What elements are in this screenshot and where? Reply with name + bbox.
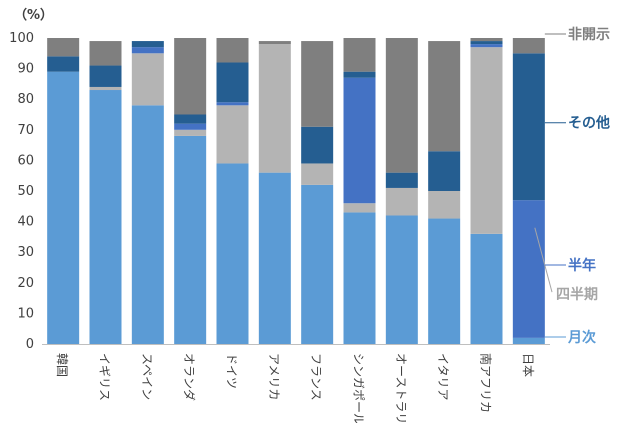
bar-segment xyxy=(470,38,503,42)
y-tick-label: 90 xyxy=(17,62,34,77)
y-tick-label: 70 xyxy=(17,123,34,138)
bar-segment xyxy=(428,151,461,191)
bar-segment xyxy=(428,218,461,344)
x-category-label: シンガポール xyxy=(352,353,366,423)
bar-segment xyxy=(343,212,376,344)
y-tick-label: 100 xyxy=(9,31,34,46)
y-tick-label: 40 xyxy=(17,215,34,230)
bar-segment xyxy=(385,215,418,344)
x-category-label: スペイン xyxy=(140,353,154,400)
bar-segment xyxy=(47,71,80,344)
bar-segment xyxy=(174,114,207,124)
bar-segment xyxy=(89,86,122,91)
bar-segment xyxy=(512,38,545,54)
y-tick-label: 60 xyxy=(17,153,34,168)
bar-segment xyxy=(216,163,249,344)
bar-segment xyxy=(428,41,461,152)
bar-segment xyxy=(470,233,503,344)
bar-segment xyxy=(343,38,376,72)
x-category-label: オーストラリア xyxy=(394,353,408,423)
x-category-label: 南アフリカ xyxy=(479,353,494,413)
bar-segment xyxy=(470,47,503,234)
series-label: その他 xyxy=(568,115,610,132)
y-tick-label: 50 xyxy=(17,184,34,199)
bar-segment xyxy=(512,53,545,201)
bar-segment xyxy=(131,105,164,344)
bar-segment xyxy=(89,41,122,66)
bar-segment xyxy=(470,44,503,48)
bar-segment xyxy=(385,38,418,173)
series-label: 四半期 xyxy=(556,286,598,303)
bar-segment xyxy=(216,105,249,164)
bar-segment xyxy=(131,53,164,106)
bar-segment xyxy=(301,41,334,127)
bar-segment xyxy=(301,126,334,164)
y-tick-label: 20 xyxy=(17,276,34,291)
bar-segment xyxy=(174,38,207,115)
bar-segment xyxy=(89,90,122,345)
bar-segment xyxy=(89,65,122,87)
bar-segment xyxy=(385,172,418,188)
bar-segment xyxy=(428,191,461,219)
bar-segment xyxy=(512,200,545,338)
x-category-label: 韓国 xyxy=(55,353,69,377)
bar-segment xyxy=(301,163,334,185)
bar-segment xyxy=(385,187,418,216)
bar-segment xyxy=(470,41,503,45)
bar-segment xyxy=(258,172,291,344)
x-category-label: フランス xyxy=(309,353,323,401)
bar-segment xyxy=(174,129,207,136)
bar-segment xyxy=(216,38,249,63)
bar-segment xyxy=(258,41,291,45)
x-category-label: アメリカ xyxy=(267,353,281,400)
series-label: 半年 xyxy=(568,257,596,274)
y-tick-label: 30 xyxy=(17,245,34,260)
bar-segment xyxy=(131,41,164,48)
bar-segment xyxy=(512,337,545,344)
y-tick-label: 10 xyxy=(17,306,34,321)
y-tick-label: 0 xyxy=(26,337,34,352)
bar-segment xyxy=(216,102,249,106)
bar-segment xyxy=(47,38,80,57)
x-category-label: イギリス xyxy=(98,353,112,401)
bar-segment xyxy=(343,203,376,213)
bar-segment xyxy=(301,184,334,344)
bar-segment xyxy=(343,77,376,204)
bar-segment xyxy=(47,56,80,72)
x-category-label: オランダ xyxy=(182,353,197,401)
x-category-label: イタリア xyxy=(436,353,450,401)
y-tick-label: 80 xyxy=(17,92,34,107)
bar-segment xyxy=(174,123,207,130)
bar-segment xyxy=(258,44,291,173)
series-label: 非開示 xyxy=(568,26,610,43)
x-category-label: 日本 xyxy=(521,353,535,377)
x-category-label: ドイツ xyxy=(225,353,239,389)
bar-segment xyxy=(216,62,249,103)
y-axis-unit-label: （%） xyxy=(14,8,54,23)
series-leader-line xyxy=(534,227,553,293)
bar-segment xyxy=(343,71,376,78)
bar-segment xyxy=(174,135,207,344)
bar-segment xyxy=(131,47,164,54)
series-label: 月次 xyxy=(567,329,596,346)
